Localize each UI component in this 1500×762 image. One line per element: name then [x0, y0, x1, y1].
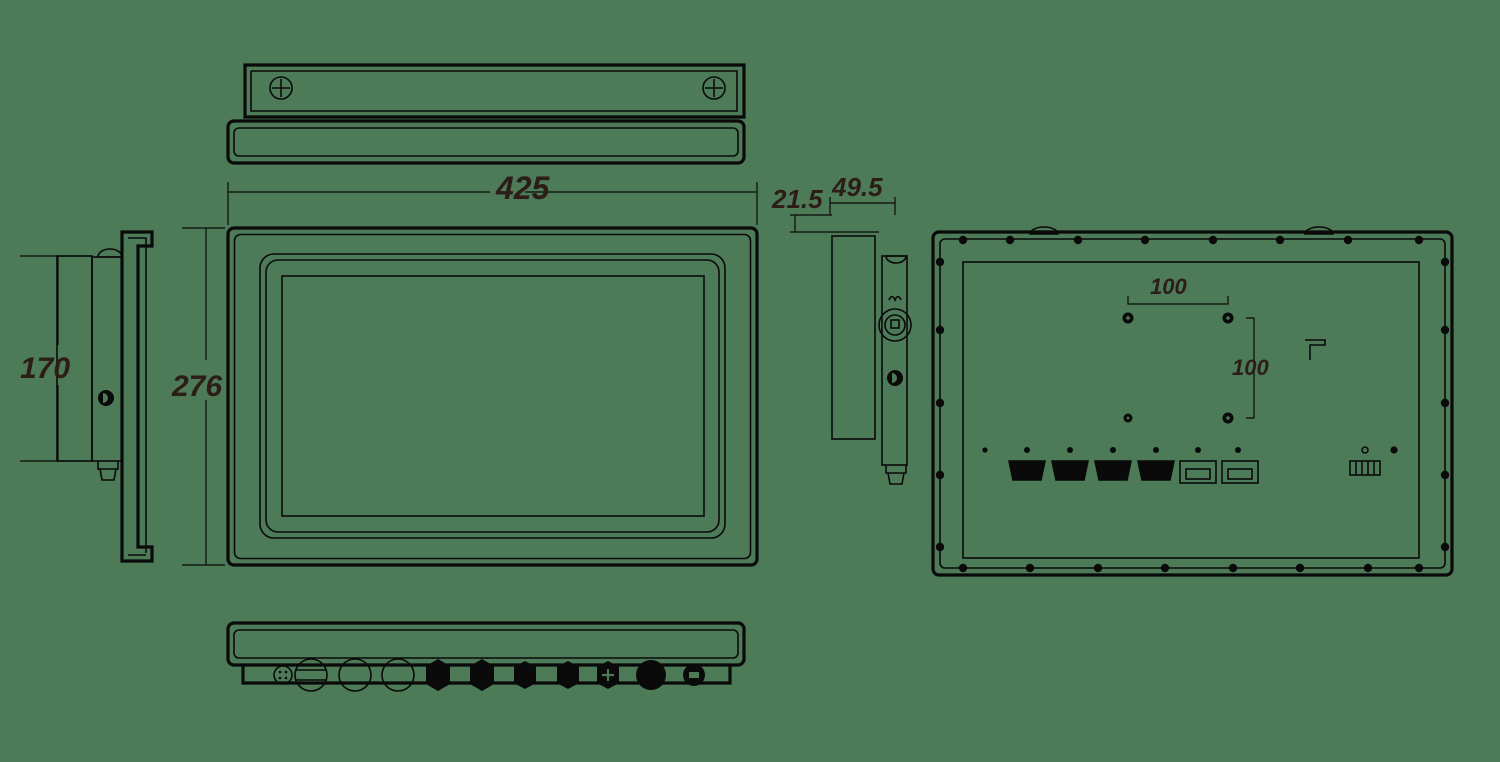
svg-text:100: 100 — [1232, 355, 1269, 380]
svg-text:49.5: 49.5 — [831, 172, 883, 202]
svg-text:170: 170 — [20, 352, 70, 385]
svg-text:21.5: 21.5 — [771, 184, 823, 214]
svg-text:276: 276 — [171, 370, 222, 403]
svg-text:100: 100 — [1150, 274, 1187, 299]
svg-text:425: 425 — [495, 170, 551, 206]
